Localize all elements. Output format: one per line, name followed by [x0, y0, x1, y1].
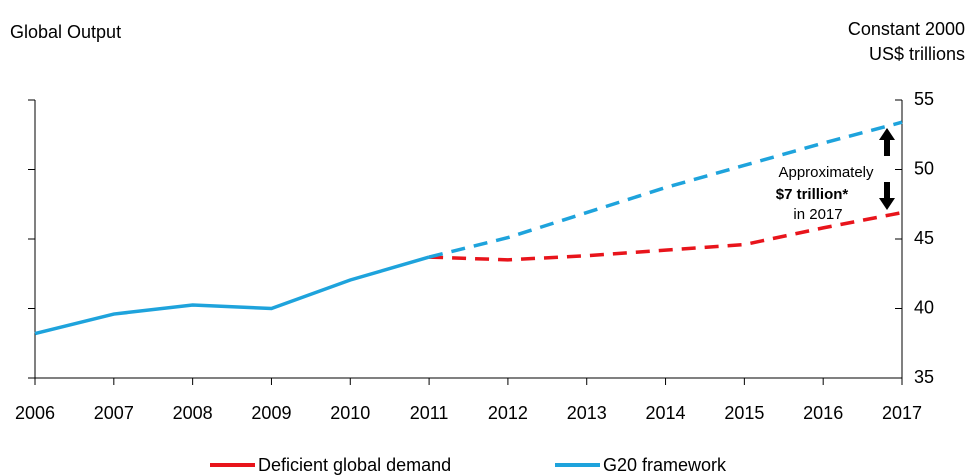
line: [34, 255, 430, 336]
line-dashed: [428, 120, 903, 259]
x-tick-label: 2014: [646, 403, 686, 423]
x-tick-label: 2008: [173, 403, 213, 423]
x-tick-label: 2010: [330, 403, 370, 423]
x-tick-label: 2006: [15, 403, 55, 423]
arrow-down: [879, 182, 895, 210]
x-tick-label: 2013: [567, 403, 607, 423]
y-axis-label: US$ trillions: [869, 44, 965, 64]
line-dashed: [429, 210, 903, 262]
x-tick-label: 2016: [803, 403, 843, 423]
x-tick-label: 2009: [251, 403, 291, 423]
x-tick-label: 2017: [882, 403, 922, 423]
x-tick-label: 2007: [94, 403, 134, 423]
y-tick-label: 50: [914, 158, 934, 178]
x-tick-label: 2011: [410, 403, 449, 423]
y-axis-label: Global Output: [10, 22, 121, 42]
y-tick-label: 40: [914, 297, 934, 317]
y-tick-label: 55: [914, 89, 934, 109]
x-tick-label: 2012: [488, 403, 528, 423]
legend-label: G20 framework: [603, 455, 727, 475]
y-tick-label: 35: [914, 367, 934, 387]
annotation: Approximately: [778, 164, 874, 181]
annotation: $7 trillion*: [776, 186, 849, 203]
legend-label: Deficient global demand: [258, 455, 451, 475]
arrow-up: [879, 128, 895, 156]
y-tick-label: 45: [914, 228, 934, 248]
y-axis-label: Constant 2000: [848, 19, 965, 39]
x-tick-label: 2015: [724, 403, 764, 423]
annotation: in 2017: [793, 206, 842, 223]
